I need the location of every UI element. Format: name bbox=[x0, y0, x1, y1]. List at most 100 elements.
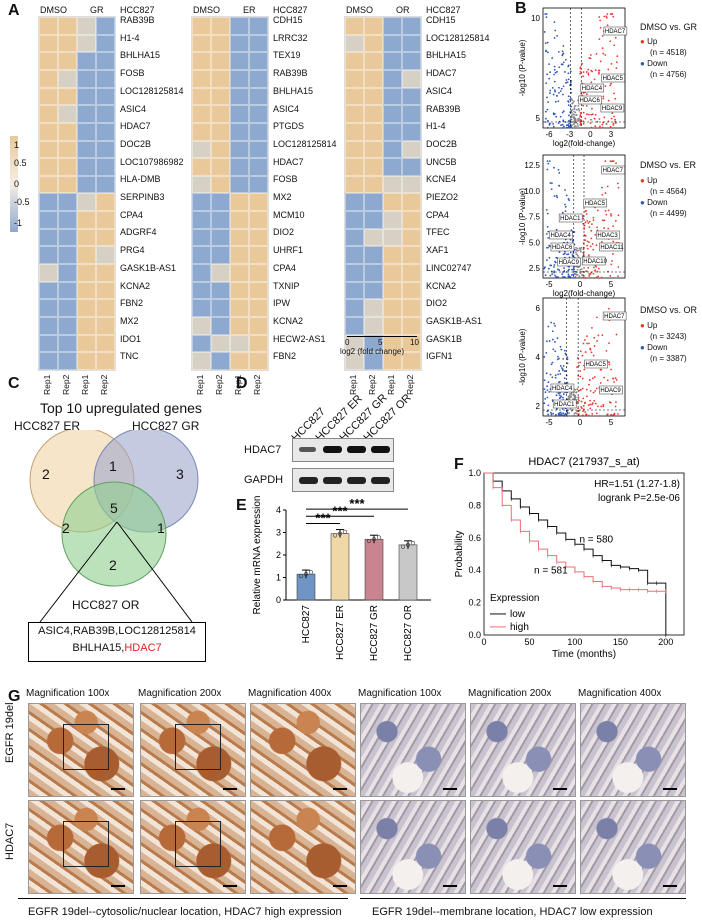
volcano-point-ns bbox=[571, 109, 574, 111]
volcano-point bbox=[589, 403, 592, 406]
volcano-point bbox=[550, 321, 553, 324]
volcano-gene-label: HDAC5 bbox=[585, 201, 606, 207]
bar-point bbox=[342, 529, 348, 534]
panel-label-g: G bbox=[8, 688, 21, 705]
volcano-point bbox=[601, 193, 604, 196]
volcano-point bbox=[608, 401, 611, 404]
volcano-point-ns bbox=[577, 108, 580, 110]
heatmap-col-header: DMSO bbox=[40, 5, 67, 15]
volcano-point bbox=[557, 168, 560, 171]
volcano-point bbox=[548, 77, 551, 80]
volcano-point-ns bbox=[576, 122, 579, 125]
heatmap-cell bbox=[58, 352, 77, 370]
volcano-gene-box bbox=[578, 95, 602, 105]
volcano-point-ns bbox=[578, 276, 581, 279]
volcano-xlabel: log2(fold-change) bbox=[553, 139, 616, 148]
volcano-point bbox=[547, 119, 549, 122]
volcano-point bbox=[608, 342, 610, 344]
volcano-point bbox=[566, 362, 569, 365]
heatmap-cell bbox=[211, 228, 230, 247]
heatmap-gene-label: FBN2 bbox=[120, 298, 144, 309]
volcano-point bbox=[577, 407, 579, 410]
heatmap-cell bbox=[211, 140, 230, 159]
volcano-point bbox=[609, 274, 612, 277]
ihc-image bbox=[28, 703, 134, 797]
volcano-gene-label: HDAC5 bbox=[585, 362, 606, 368]
heatmap-cell bbox=[230, 246, 249, 265]
heatmap-cell bbox=[249, 228, 268, 247]
bar-category: HCC827 bbox=[301, 605, 312, 644]
venn-pointer-right bbox=[116, 521, 193, 623]
heatmap-gene-label: LOC128125814 bbox=[120, 85, 184, 96]
heatmap-cell bbox=[211, 352, 230, 370]
wb-row-label-hdac7: HDAC7 bbox=[244, 444, 282, 456]
volcano-point bbox=[588, 379, 591, 381]
heatmap-cell bbox=[96, 34, 115, 53]
volcano-point bbox=[547, 101, 549, 104]
bar-ylabel: Relative mRNA expression bbox=[252, 496, 263, 615]
volcano-point bbox=[553, 322, 556, 325]
km-xtick: 200 bbox=[658, 637, 673, 647]
heatmap-cell bbox=[211, 175, 230, 194]
heatmap-cell bbox=[58, 17, 77, 35]
volcano-ytick: 12.5 bbox=[524, 161, 540, 170]
heatmap-cell bbox=[96, 69, 115, 88]
heatmap-cell bbox=[77, 211, 96, 229]
volcano-point bbox=[604, 209, 607, 212]
volcano-point bbox=[583, 338, 586, 341]
volcano-point bbox=[607, 68, 610, 71]
volcano-point bbox=[554, 325, 556, 327]
heatmap-cell bbox=[249, 87, 268, 106]
volcano-point bbox=[570, 229, 573, 232]
volcano-point bbox=[546, 385, 549, 388]
heatmap-gene-label: XAF1 bbox=[426, 245, 449, 256]
volcano-xtick: -5 bbox=[545, 418, 553, 425]
heatmap-cell bbox=[39, 246, 58, 265]
volcano-point bbox=[552, 412, 554, 415]
volcano-point bbox=[579, 375, 582, 378]
heatmap-gene-label: KCNA2 bbox=[273, 315, 304, 326]
heatmap-cell bbox=[192, 175, 211, 194]
volcano-point bbox=[547, 237, 550, 239]
ihc-image bbox=[580, 703, 686, 797]
heat-xaxis-label: log2 (fold change) bbox=[340, 347, 405, 356]
heatmap-cell bbox=[192, 122, 211, 141]
volcano-point bbox=[567, 273, 570, 276]
volcano-point bbox=[566, 415, 569, 417]
volcano-point bbox=[606, 413, 609, 416]
volcano-point bbox=[594, 233, 597, 236]
heatmap-cell bbox=[383, 281, 402, 300]
volcano-point bbox=[563, 267, 565, 269]
volcano-point bbox=[546, 73, 549, 76]
legend-down-er: ● Down bbox=[640, 198, 668, 207]
volcano-point bbox=[615, 162, 617, 165]
heatmap-cell bbox=[58, 299, 77, 318]
heatmap-cell bbox=[383, 317, 402, 335]
volcano-point bbox=[579, 72, 582, 75]
volcano-point bbox=[563, 252, 566, 255]
volcano-gene-box bbox=[580, 83, 605, 93]
volcano-point bbox=[590, 69, 593, 72]
venn-pointer-left bbox=[39, 521, 118, 623]
heatmap-cell bbox=[58, 334, 77, 353]
volcano-point bbox=[581, 82, 584, 85]
volcano-point-ns bbox=[574, 275, 577, 278]
heatmap-cell bbox=[211, 193, 230, 212]
volcano-point-ns bbox=[581, 276, 584, 279]
volcano-point bbox=[556, 94, 558, 97]
volcano-gene-label: HDAC4 bbox=[582, 86, 603, 92]
volcano-point bbox=[555, 194, 558, 197]
volcano-point bbox=[586, 113, 588, 116]
sig-label: *** bbox=[315, 511, 331, 526]
volcano-point bbox=[566, 381, 569, 384]
heatmap-cell bbox=[249, 211, 268, 229]
volcano-point bbox=[554, 100, 557, 103]
heatmap-cell bbox=[96, 193, 115, 212]
heatmap-cell bbox=[364, 228, 383, 247]
volcano-point bbox=[617, 186, 620, 189]
volcano-gene-box bbox=[550, 383, 575, 393]
volcano-point bbox=[602, 405, 605, 408]
km-xtick: 150 bbox=[613, 637, 628, 647]
heatmap-cell bbox=[39, 87, 58, 106]
heatmap-gene-label: DOC2B bbox=[426, 138, 458, 149]
